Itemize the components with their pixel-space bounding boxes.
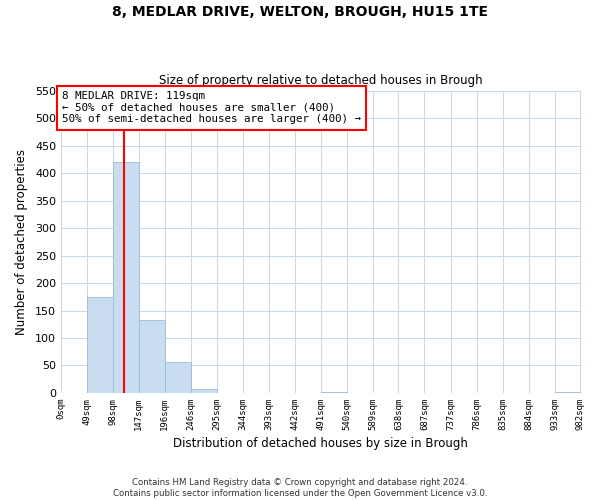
Text: Contains HM Land Registry data © Crown copyright and database right 2024.
Contai: Contains HM Land Registry data © Crown c… [113,478,487,498]
Bar [87,298,113,393]
Title: Size of property relative to detached houses in Brough: Size of property relative to detached ho… [159,74,482,87]
Bar [191,389,217,393]
Bar [113,162,139,393]
Bar [139,320,164,393]
Bar [164,362,191,393]
Text: 8 MEDLAR DRIVE: 119sqm
← 50% of detached houses are smaller (400)
50% of semi-de: 8 MEDLAR DRIVE: 119sqm ← 50% of detached… [62,91,361,124]
Bar [554,392,581,393]
X-axis label: Distribution of detached houses by size in Brough: Distribution of detached houses by size … [173,437,468,450]
Y-axis label: Number of detached properties: Number of detached properties [15,149,28,335]
Bar [321,392,347,393]
Text: 8, MEDLAR DRIVE, WELTON, BROUGH, HU15 1TE: 8, MEDLAR DRIVE, WELTON, BROUGH, HU15 1T… [112,5,488,19]
